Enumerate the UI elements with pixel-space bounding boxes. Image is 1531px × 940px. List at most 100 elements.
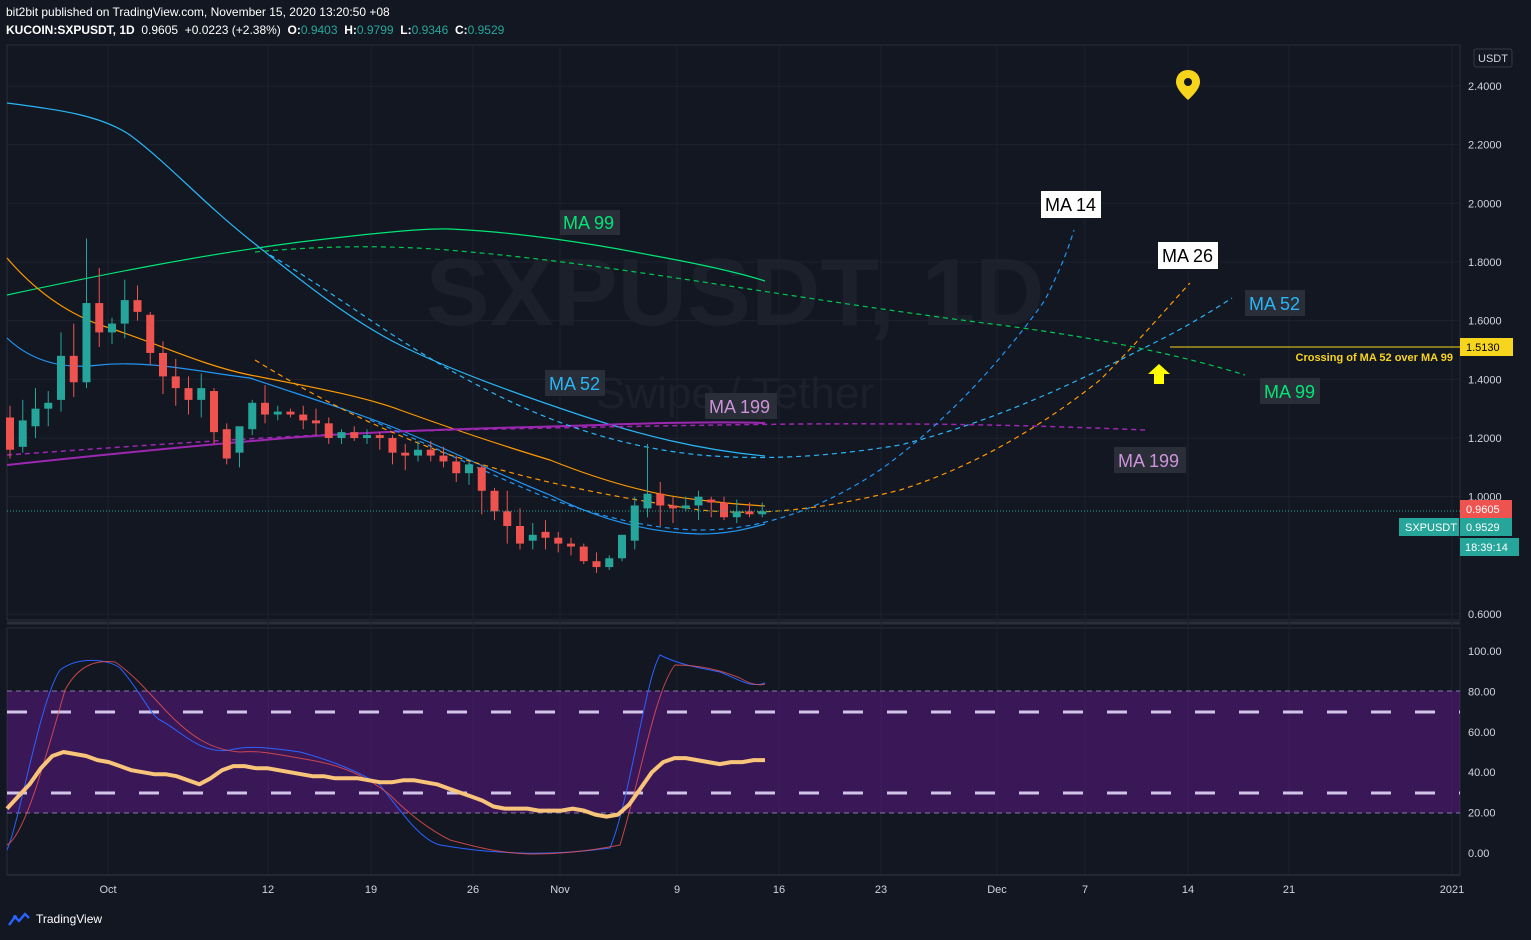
svg-text:MA 26: MA 26	[1162, 246, 1213, 266]
label-ma52-right[interactable]: MA 52	[1245, 290, 1305, 316]
candle	[401, 443, 410, 471]
label-ma199-mid[interactable]: MA 199	[705, 393, 777, 419]
candle-body	[465, 464, 473, 474]
label-ma14[interactable]: MA 14	[1041, 191, 1101, 218]
candle	[286, 408, 295, 418]
candle	[197, 373, 206, 418]
label-ma99-mid[interactable]: MA 99	[560, 210, 620, 235]
candle-body	[159, 352, 167, 377]
time-tick-label: 19	[365, 884, 377, 896]
candle-body	[120, 300, 129, 324]
candle-body	[6, 417, 14, 450]
candle	[184, 376, 193, 415]
candle	[605, 555, 614, 570]
rsi-tick-label: 0.00	[1468, 848, 1489, 860]
candle	[630, 496, 639, 550]
candle-body	[579, 546, 588, 562]
candle-body	[273, 411, 282, 415]
time-tick-label: 23	[875, 884, 887, 896]
price-tick-label: 2.0000	[1468, 198, 1502, 210]
publisher-text: bit2bit published on TradingView.com, No…	[6, 5, 390, 19]
candles-group	[6, 238, 767, 573]
candle	[120, 279, 129, 339]
candle-body	[503, 511, 512, 526]
svg-text:MA 199: MA 199	[709, 397, 770, 417]
candle	[159, 341, 167, 394]
label-ma52-mid[interactable]: MA 52	[545, 370, 605, 396]
candle	[210, 388, 218, 444]
candle	[490, 487, 499, 521]
candle-body	[375, 435, 384, 438]
location-pin-icon[interactable]	[1176, 70, 1200, 100]
svg-text:USDT: USDT	[1478, 53, 1508, 65]
crossing-note: Crossing of MA 52 over MA 99	[1296, 352, 1454, 364]
candle-body	[477, 467, 486, 491]
candle	[758, 502, 767, 518]
candle-body	[57, 355, 65, 400]
candle-body	[133, 300, 142, 312]
footer-brand: TradingView	[36, 912, 103, 926]
candle-body	[452, 461, 461, 474]
candle	[669, 496, 677, 524]
candle	[44, 391, 53, 427]
time-tick-label: Oct	[99, 884, 116, 896]
candle	[554, 531, 563, 553]
candle-body	[44, 402, 53, 409]
candle	[388, 435, 397, 465]
currency-badge[interactable]: USDT	[1473, 48, 1513, 68]
candle-body	[388, 438, 397, 453]
svg-text:MA 52: MA 52	[549, 374, 600, 394]
candle-body	[312, 420, 320, 424]
label-ma99-right[interactable]: MA 99	[1260, 378, 1320, 404]
symbol-price-tag: SXPUSDT 0.9529 18:39:14	[1399, 518, 1519, 556]
candle-body	[82, 303, 91, 383]
candle	[720, 496, 728, 521]
candle-body	[222, 429, 231, 459]
rsi-tick-label: 80.00	[1468, 686, 1496, 698]
candle-body	[350, 432, 359, 438]
svg-text:MA 99: MA 99	[563, 213, 614, 233]
price-tick-label: 1.8000	[1468, 257, 1502, 269]
tradingview-footer[interactable]: TradingView	[8, 912, 102, 926]
time-tick-label: 2021	[1440, 884, 1464, 896]
rsi-line	[5, 750, 765, 819]
open-label: O:	[287, 23, 301, 37]
svg-text:MA 52: MA 52	[1249, 294, 1300, 314]
price-tick-label: 1.2000	[1468, 433, 1502, 445]
candle	[235, 426, 244, 468]
candle-body	[490, 490, 499, 512]
candle	[681, 496, 690, 512]
candle-body	[630, 505, 639, 541]
candle	[299, 405, 308, 430]
candle	[426, 440, 435, 462]
time-tick-label: 7	[1082, 884, 1088, 896]
candle-body	[554, 537, 563, 544]
price-change: +0.0223 (+2.38%)	[184, 23, 281, 37]
label-ma199-right[interactable]: MA 199	[1114, 447, 1186, 473]
candle	[31, 388, 40, 438]
rsi-band	[7, 691, 1460, 813]
candle-body	[184, 388, 193, 400]
candle	[82, 238, 91, 389]
candle	[745, 502, 754, 518]
candle	[312, 408, 320, 436]
label-ma26[interactable]: MA 26	[1158, 242, 1218, 269]
candle-body	[324, 423, 333, 438]
time-axis[interactable]: Oct 12 19 26 Nov 9 16 23 Dec 7 14 21 2021	[99, 884, 1464, 896]
candle	[363, 429, 371, 444]
ma52-projection	[269, 254, 1233, 459]
time-tick-label: 21	[1283, 884, 1295, 896]
candle	[439, 446, 448, 468]
candle-body	[439, 455, 448, 462]
candle-body	[146, 314, 155, 353]
candle	[516, 508, 524, 550]
rsi-axis[interactable]: 100.00 80.00 60.00 40.00 20.00 0.00	[1468, 646, 1502, 860]
horizontal-line-price-tag: 1.5130	[1460, 338, 1513, 356]
rsi-tick-label: 20.00	[1468, 808, 1496, 820]
svg-text:SXPUSDT: SXPUSDT	[1405, 522, 1457, 534]
candle-body	[694, 496, 703, 506]
candle-body	[401, 452, 410, 456]
symbol-label[interactable]: KUCOIN:SXPUSDT, 1D	[6, 23, 135, 37]
candle-body	[337, 432, 346, 438]
